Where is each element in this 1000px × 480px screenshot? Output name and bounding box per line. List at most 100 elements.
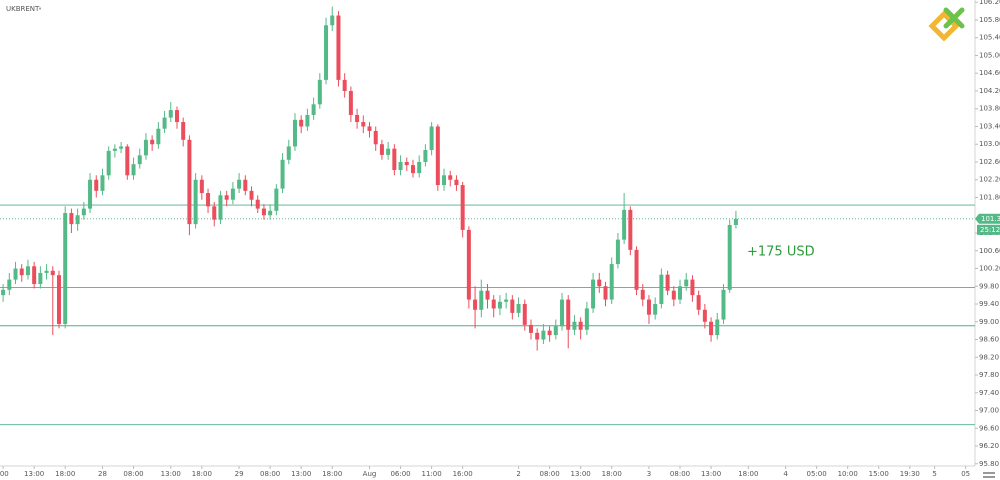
y-tick-label: 98.20 [979,353,999,361]
candle-body [212,206,217,220]
y-tick-label: 96.60 [979,424,999,432]
candle-body [404,161,409,166]
y-tick-label: 99.80 [979,282,999,290]
y-tick-label: 95.80 [979,460,999,468]
y-tick-label: 104.60 [979,69,1000,77]
candle-body [379,144,384,155]
candle-body [733,218,738,226]
x-tick-label: 08:00 [670,470,690,478]
y-tick-label: 99.40 [979,300,999,308]
candle-body [1,289,6,296]
candle-body [324,25,329,80]
candle-body [584,308,589,330]
candle-body [429,126,434,151]
candle-body [131,164,136,176]
candle-body [547,330,552,336]
candle-body [560,299,565,327]
y-tick-label: 100.60 [979,247,1000,255]
candle-body [410,165,415,174]
candle-body [591,279,596,309]
x-tick-label: 05:00 [807,470,827,478]
x-tick-label: 08:00 [260,470,280,478]
candle-body [280,159,285,189]
candle-body [603,286,608,300]
candle-body [628,209,633,250]
candle-body [398,161,403,170]
candle-body [367,126,372,131]
settings-icon[interactable] [983,472,995,478]
candle-body [243,179,248,191]
candle-body [330,15,335,26]
candle-body [541,330,546,340]
candle-body [181,122,186,140]
x-tick-label: :00 [0,470,9,478]
candle-body [218,195,223,220]
x-tick-label: 13:00 [291,470,311,478]
candle-body [119,146,124,149]
candle-body [721,289,726,320]
candle-body [423,150,428,162]
candle-body [50,270,55,276]
candle-body [640,289,645,300]
y-tick-label: 105.40 [979,34,1000,42]
candle-body [553,326,558,336]
candle-body [609,264,614,300]
y-tick-label: 103.00 [979,140,1000,148]
x-tick-label: 18:00 [602,470,622,478]
candle-body [44,270,49,273]
candle-body [578,321,583,330]
y-tick-label: 103.40 [979,122,1000,130]
countdown-tag [977,224,1000,235]
candle-body [32,266,37,285]
candle-body [634,249,639,290]
candle-body [671,290,676,300]
x-tick-label: 13:00 [571,470,591,478]
candle-body [7,279,12,290]
x-tick-label: 3 [647,470,651,478]
x-tick-label: 05 [961,470,970,478]
candle-body [268,210,273,216]
candle-body [336,15,341,80]
y-tick-label: 97.40 [979,389,999,397]
candle-body [491,299,496,309]
candle-body [504,299,509,302]
candle-body [361,122,366,127]
y-tick-label: 97.80 [979,371,999,379]
candle-body [386,148,391,155]
candle-body [187,139,192,225]
candle-body [150,139,155,145]
candle-body [106,150,111,176]
candle-body [522,304,527,325]
candle-body [56,275,61,324]
x-tick-label: 18:00 [738,470,758,478]
candle-body [38,272,43,285]
y-tick-label: 105.00 [979,51,1000,59]
candle-body [292,119,297,147]
candle-body [311,104,316,115]
candle-body [317,79,322,105]
candle-body [168,110,173,118]
y-tick-label: 96.20 [979,442,999,450]
x-tick-label: 5 [932,470,936,478]
candle-body [622,209,627,240]
candle-body [646,299,651,315]
x-tick-label: 16:00 [453,470,473,478]
candle-body [286,146,291,160]
y-tick-label: 100.20 [979,265,1000,273]
x-tick-label: 13:00 [701,470,721,478]
candle-body [143,139,148,156]
symbol-title: UKBRENT [6,5,40,13]
candle-body [528,324,533,333]
candle-body [249,190,254,200]
x-tick-label: 13:00 [24,470,44,478]
x-tick-label: 4 [783,470,788,478]
logo-cross [943,7,965,29]
y-tick-label: 98.60 [979,336,999,344]
x-tick-label: 29 [235,470,244,478]
candle-body [572,321,577,330]
candle-body [684,279,689,287]
y-tick-label: 106.20 [979,0,1000,6]
candle-body [156,128,161,145]
x-tick-label: 15:00 [869,470,889,478]
